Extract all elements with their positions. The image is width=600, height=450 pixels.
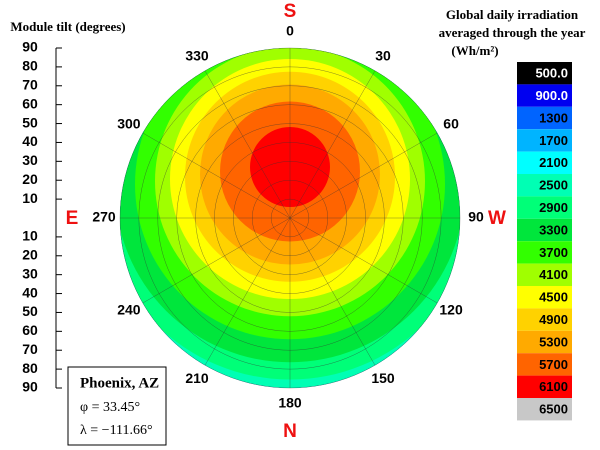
colorbar-label: 4500 — [539, 290, 568, 305]
azimuth-label: 270 — [92, 209, 116, 225]
azimuth-label: 300 — [117, 116, 141, 132]
polar-grid — [119, 47, 461, 389]
colorbar-swatch — [517, 241, 572, 264]
colorbar-label: 4900 — [539, 312, 568, 327]
colorbar-swatch — [517, 129, 572, 152]
tilt-tick-label: 40 — [22, 133, 38, 149]
colorbar-swatch — [517, 84, 572, 107]
tilt-tick-label: 60 — [22, 322, 38, 338]
grid-spoke — [142, 132, 291, 219]
colorbar-swatch — [517, 218, 572, 242]
tilt-tick-label: 60 — [22, 95, 38, 111]
location-latitude: φ = 33.45° — [80, 400, 140, 415]
azimuth-label: 120 — [439, 302, 463, 318]
tilt-tick-label: 90 — [22, 379, 38, 395]
azimuth-label: 240 — [117, 302, 141, 318]
tilt-tick-label: 70 — [22, 341, 38, 357]
grid-spoke — [204, 217, 291, 366]
colorbar-label: 5700 — [539, 357, 568, 372]
colorbar-swatch — [517, 375, 572, 398]
colorbar-label: 5300 — [539, 334, 568, 349]
azimuth-label: 150 — [371, 370, 395, 386]
colorbar-swatch — [517, 398, 572, 421]
colorbar-swatch — [517, 151, 572, 174]
azimuth-label: 210 — [185, 370, 209, 386]
colorbar-title: averaged through the year — [439, 25, 586, 40]
compass-label: E — [66, 208, 79, 229]
colorbar-label: 4100 — [539, 267, 568, 282]
colorbar-label: 6500 — [539, 402, 568, 417]
colorbar-title: Global daily irradiation — [446, 7, 579, 22]
colorbar-swatch — [517, 353, 572, 376]
grid-spoke — [289, 132, 438, 219]
colorbar-swatch — [517, 308, 572, 331]
compass-label: N — [283, 421, 297, 442]
tilt-tick-label: 50 — [22, 114, 38, 130]
colorbar-swatch — [517, 286, 572, 309]
colorbar-label: 500.0 — [535, 66, 568, 81]
azimuth-label: 330 — [185, 48, 209, 64]
colorbar-label: 2900 — [539, 200, 568, 215]
colorbar-swatch — [517, 263, 572, 286]
tilt-tick-label: 40 — [22, 284, 38, 300]
colorbar-swatch — [517, 174, 572, 197]
compass-label: W — [488, 208, 506, 229]
colorbar-label: 1300 — [539, 110, 568, 125]
azimuth-label: 180 — [278, 395, 302, 411]
azimuth-label: 0 — [286, 23, 294, 39]
colorbar-label: 6100 — [539, 379, 568, 394]
colorbar-swatch — [517, 330, 572, 354]
tilt-tick-label: 50 — [22, 303, 38, 319]
colorbar-label: 900.0 — [535, 88, 568, 103]
azimuth-label: 90 — [468, 209, 484, 225]
tilt-tick-label: 90 — [22, 39, 38, 55]
location-box — [67, 366, 167, 446]
colorbar-swatch — [517, 196, 572, 219]
tilt-tick-label: 80 — [22, 360, 38, 376]
colorbar-label: 1700 — [539, 133, 568, 148]
azimuth-label: 30 — [375, 48, 391, 64]
grid-spoke — [289, 70, 376, 219]
tilt-tick-label: 80 — [22, 58, 38, 74]
grid-spoke — [204, 70, 291, 219]
tilt-tick-label: 30 — [22, 265, 38, 281]
tilt-tick-label: 30 — [22, 152, 38, 168]
azimuth-label: 60 — [443, 116, 459, 132]
colorbar-label: 2100 — [539, 155, 568, 170]
grid-spoke — [142, 217, 291, 304]
location-name: Phoenix, AZ — [80, 375, 159, 391]
tilt-tick-label: 20 — [22, 171, 38, 187]
grid-spoke — [289, 217, 438, 304]
colorbar-label: 3700 — [539, 245, 568, 260]
location-longitude: λ = −111.66° — [80, 423, 153, 438]
tilt-tick-label: 10 — [22, 190, 38, 206]
colorbar-label: 3300 — [539, 222, 568, 237]
colorbar-swatch — [517, 62, 572, 85]
colorbar-label: 2500 — [539, 178, 568, 193]
tilt-axis-title: Module tilt (degrees) — [10, 19, 125, 34]
colorbar-title: (Wh/m²) — [451, 43, 498, 58]
tilt-tick-label: 70 — [22, 76, 38, 92]
colorbar-swatch — [517, 106, 572, 130]
grid-spoke — [289, 217, 376, 366]
tilt-tick-label: 20 — [22, 246, 38, 262]
tilt-tick-label: 10 — [22, 228, 38, 244]
compass-label: S — [284, 1, 297, 22]
